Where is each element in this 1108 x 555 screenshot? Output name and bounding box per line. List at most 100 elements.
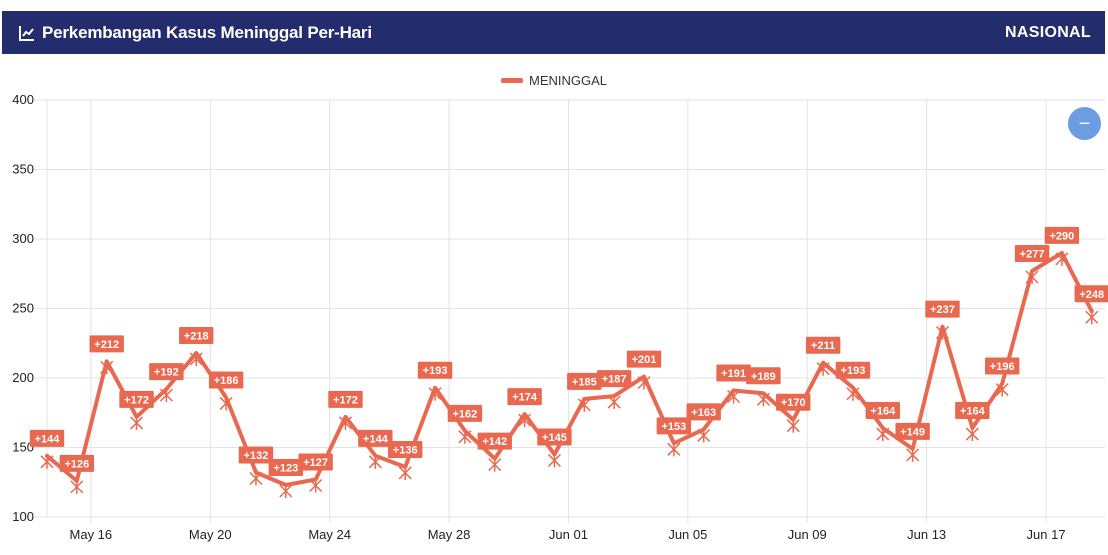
data-label: +211 xyxy=(805,336,841,354)
data-label: +201 xyxy=(626,350,662,368)
data-point xyxy=(488,457,502,472)
scope-label: NASIONAL xyxy=(1005,23,1091,41)
data-label-text: +163 xyxy=(691,407,716,419)
data-label-text: +144 xyxy=(35,433,61,445)
data-point xyxy=(995,382,1009,397)
data-label-box xyxy=(567,372,602,390)
data-point xyxy=(309,478,323,493)
data-label-text: +187 xyxy=(602,374,627,386)
data-label: +186 xyxy=(208,371,244,389)
data-point xyxy=(667,442,681,457)
data-label-box xyxy=(358,429,393,447)
data-label: +277 xyxy=(1014,244,1050,262)
data-label-text: +191 xyxy=(721,368,746,380)
data-label-text: +212 xyxy=(94,339,119,351)
data-label-text: +218 xyxy=(184,330,209,342)
data-label-box xyxy=(1044,226,1080,244)
data-label-text: +174 xyxy=(512,392,538,404)
data-label: +144 xyxy=(358,429,393,447)
data-label-box xyxy=(179,326,214,344)
data-label: +142 xyxy=(477,432,512,450)
data-label: +123 xyxy=(268,459,303,477)
data-label-box xyxy=(477,432,512,450)
data-label-text: +126 xyxy=(64,458,89,470)
data-label-text: +153 xyxy=(661,421,686,433)
data-point xyxy=(458,429,472,444)
data-label: +218 xyxy=(179,326,214,344)
data-label-box xyxy=(776,393,811,411)
data-point xyxy=(727,389,741,404)
data-point xyxy=(756,392,770,407)
data-point xyxy=(965,427,979,442)
legend-swatch xyxy=(500,78,523,83)
data-label: +174 xyxy=(507,388,542,406)
data-label-text: +162 xyxy=(453,408,478,420)
data-point xyxy=(846,386,860,401)
data-label-text: +164 xyxy=(870,406,896,418)
chart-header: Perkembangan Kasus Meninggal Per-Hari NA… xyxy=(2,11,1105,54)
data-label: +126 xyxy=(59,454,95,472)
data-label: +127 xyxy=(298,453,333,471)
data-label-text: +144 xyxy=(363,433,389,445)
data-label-text: +123 xyxy=(273,463,298,475)
data-label-text: +290 xyxy=(1050,230,1075,242)
data-point xyxy=(368,454,382,469)
data-label-text: +193 xyxy=(423,365,448,377)
data-label: +172 xyxy=(328,390,363,408)
data-point xyxy=(70,479,84,494)
data-point xyxy=(816,361,830,376)
legend-label: MENINGGAL xyxy=(528,73,607,88)
y-tick-label: 150 xyxy=(12,440,34,455)
data-label-box xyxy=(835,361,871,379)
data-label: +164 xyxy=(865,402,900,420)
data-label: +145 xyxy=(537,428,572,446)
data-label-text: +193 xyxy=(841,365,866,377)
data-label-text: +142 xyxy=(482,436,507,448)
data-point xyxy=(786,418,800,433)
data-point xyxy=(40,454,54,469)
data-label-box xyxy=(537,428,572,446)
data-point xyxy=(428,386,442,401)
x-tick-label: May 16 xyxy=(70,527,113,542)
data-label-text: +248 xyxy=(1079,289,1104,301)
data-label-box xyxy=(895,422,930,440)
data-point xyxy=(518,413,532,428)
data-point xyxy=(607,395,621,410)
x-tick-label: Jun 17 xyxy=(1027,527,1066,542)
data-label-text: +136 xyxy=(393,444,418,456)
chart-legend[interactable]: MENINGGAL xyxy=(0,73,1108,88)
data-label-text: +170 xyxy=(781,397,806,409)
data-label-text: +186 xyxy=(214,375,239,387)
x-tick-label: Jun 05 xyxy=(668,527,707,542)
data-label-box xyxy=(298,453,333,471)
data-label: +164 xyxy=(955,402,990,420)
data-label-text: +189 xyxy=(751,371,776,383)
data-label-box xyxy=(925,300,960,318)
data-label-text: +192 xyxy=(154,367,179,379)
data-point xyxy=(547,453,561,468)
data-label-box xyxy=(328,390,363,408)
data-label: +191 xyxy=(716,364,751,382)
data-label-box xyxy=(686,403,721,421)
data-label-box xyxy=(656,417,692,435)
y-tick-label: 200 xyxy=(12,370,34,385)
data-label-text: +185 xyxy=(572,376,597,388)
data-label-box xyxy=(716,364,751,382)
data-label: +136 xyxy=(388,440,423,458)
data-label: +290 xyxy=(1044,226,1080,244)
data-label-box xyxy=(955,402,990,420)
data-label-text: +277 xyxy=(1020,248,1045,260)
data-label-text: +172 xyxy=(333,394,358,406)
zoom-out-button[interactable]: − xyxy=(1068,107,1101,140)
data-point xyxy=(130,415,144,430)
data-label: +248 xyxy=(1074,285,1108,303)
y-tick-label: 100 xyxy=(12,509,34,524)
data-label-box xyxy=(805,336,841,354)
minus-icon: − xyxy=(1078,112,1091,135)
x-tick-label: May 24 xyxy=(308,527,351,542)
data-label: +170 xyxy=(776,393,811,411)
data-label-box xyxy=(507,388,542,406)
data-label-box xyxy=(865,402,900,420)
